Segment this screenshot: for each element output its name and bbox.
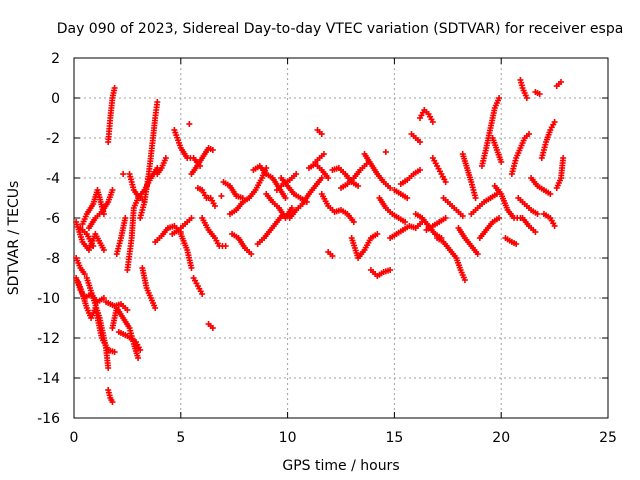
data-point: [474, 251, 481, 257]
y-tick-label: -8: [46, 251, 60, 267]
data-point: [325, 175, 332, 181]
data-point: [188, 265, 195, 271]
data-point: [152, 305, 159, 311]
data-point: [417, 167, 424, 173]
data-point: [382, 149, 389, 155]
data-point: [534, 211, 541, 217]
data-point: [188, 215, 195, 221]
data-point: [186, 121, 193, 127]
data-point: [209, 147, 216, 153]
data-point: [81, 271, 88, 277]
data-point: [320, 151, 327, 157]
data-point: [141, 199, 148, 205]
data-point: [293, 171, 300, 177]
data-point: [318, 131, 325, 137]
data-point: [218, 193, 225, 199]
gridlines: [74, 58, 608, 418]
data-point: [124, 307, 131, 313]
data-point: [374, 231, 381, 237]
data-point: [329, 253, 336, 259]
data-point: [137, 347, 144, 353]
data-point: [429, 119, 436, 125]
y-tick-label: 2: [51, 51, 60, 67]
x-tick-label: 20: [492, 430, 510, 446]
data-point: [461, 277, 468, 283]
data-point: [417, 139, 424, 145]
data-point: [472, 195, 479, 201]
data-point: [402, 219, 409, 225]
data-point: [560, 155, 567, 161]
data-point: [162, 155, 169, 161]
data-point: [122, 215, 129, 221]
data-point: [498, 159, 505, 165]
data-point: [109, 399, 116, 405]
y-axis-label: SDTVAR / TECUs: [6, 181, 22, 296]
data-point: [199, 291, 206, 297]
data-point: [211, 203, 218, 209]
data-point: [387, 185, 394, 191]
data-point: [532, 229, 539, 235]
y-tick-label: -2: [46, 131, 60, 147]
data-point: [459, 213, 466, 219]
data-point: [111, 85, 118, 91]
data-point: [551, 223, 558, 229]
data-point: [288, 205, 295, 211]
x-tick-label: 15: [385, 430, 403, 446]
data-point: [442, 179, 449, 185]
data-point: [222, 243, 229, 249]
data-point: [355, 183, 362, 189]
x-tick-label: 10: [279, 430, 297, 446]
y-tick-label: -4: [46, 171, 60, 187]
plot-frame: [73, 57, 609, 419]
data-point: [248, 251, 255, 257]
data-point: [105, 365, 112, 371]
y-tick-label: -6: [46, 211, 60, 227]
data-point: [282, 195, 289, 201]
data-point: [350, 219, 357, 225]
data-point: [442, 215, 449, 221]
data-point: [120, 171, 127, 177]
data-point: [109, 187, 116, 193]
x-tick-label: 0: [70, 430, 79, 446]
y-tick-label: -10: [37, 291, 60, 307]
data-point: [209, 325, 216, 331]
data-point: [525, 131, 532, 137]
x-axis-label: GPS time / hours: [282, 458, 399, 474]
data-point: [496, 215, 503, 221]
axis-ticks: 0 5 10 15 20 25 -16 -14 -12 -10 -8 -6 -4 -2 0 2: [37, 51, 617, 446]
y-tick-label: 0: [51, 91, 60, 107]
y-tick-label: -12: [37, 331, 60, 347]
data-point: [404, 195, 411, 201]
data-point: [318, 175, 325, 181]
x-tick-label: 25: [599, 430, 617, 446]
data-point: [100, 247, 107, 253]
data-point: [90, 243, 97, 249]
data-point: [496, 95, 503, 101]
data-point: [536, 91, 543, 97]
data-point: [135, 355, 142, 361]
x-tick-label: 5: [176, 430, 185, 446]
data-point: [513, 241, 520, 247]
data-point: [551, 119, 558, 125]
data-point: [523, 95, 530, 101]
y-tick-label: -14: [37, 371, 60, 387]
data-point: [100, 295, 107, 301]
data-point: [558, 79, 565, 85]
chart-title: Day 090 of 2023, Sidereal Day-to-day VTE…: [57, 21, 624, 37]
data-marks: [73, 77, 567, 405]
y-tick-label: -16: [37, 411, 60, 427]
data-point: [547, 191, 554, 197]
data-point: [154, 99, 161, 105]
data-point: [387, 267, 394, 273]
data-point: [111, 349, 118, 355]
